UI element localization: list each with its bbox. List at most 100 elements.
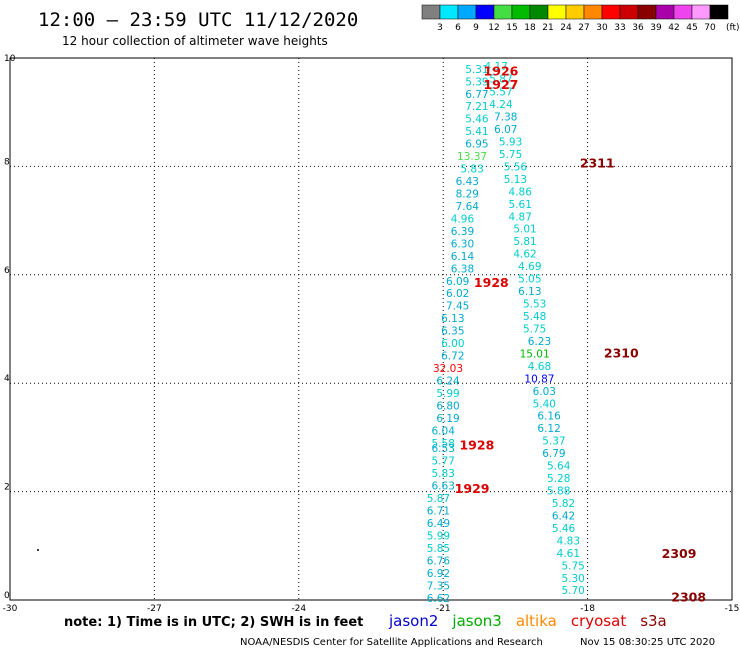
legend-label: 39 (650, 23, 662, 33)
swh-value: 6.13 (441, 313, 464, 325)
swh-value: 6.49 (427, 518, 450, 530)
swh-values: 5.314.175.39 5.876.77 5.577.21 4.245.46 7.38… (427, 61, 585, 605)
x-tick-label: -18 (580, 604, 595, 614)
legend-swatch (709, 4, 729, 20)
footnote: note: 1) Time is in UTC; 2) SWH is in fe… (64, 615, 363, 630)
swh-value: 6.02 (446, 288, 469, 300)
swh-value: 5.88 (547, 486, 570, 498)
y-tick-label: 0 (4, 591, 10, 601)
swh-value: 5.41 (465, 126, 488, 138)
pass-label: 1929 (455, 481, 490, 496)
swh-value: 6.24 (436, 375, 460, 387)
swh-value: 13.37 (457, 151, 487, 163)
y-tick-label: 4 (4, 374, 10, 384)
legend-label: 21 (542, 23, 553, 33)
swh-value: 6.72 (441, 351, 464, 363)
swh-value: 5.83 (432, 468, 455, 480)
swh-value: 6.03 (533, 386, 556, 398)
pass-label: 2308 (671, 589, 706, 604)
swh-value: 6.62 (427, 593, 450, 605)
swh-value: 6.80 (436, 400, 459, 412)
swh-value: 4.86 (509, 186, 533, 198)
y-tick-label: 2 (4, 483, 10, 493)
legend-label: 6 (455, 23, 461, 33)
swh-value: 5.61 (509, 199, 532, 211)
swh-value: 5.87 (427, 493, 450, 505)
swh-value: 5.28 (547, 473, 570, 485)
y-tick-label: 8 (4, 157, 10, 167)
legend-swatch (529, 4, 549, 20)
swh-value: 5.30 (561, 573, 584, 585)
swh-value: 6.14 (451, 251, 475, 263)
swh-value: 7.64 (456, 201, 480, 213)
pass-label: 1928 (459, 438, 494, 453)
swh-value: 5.77 (432, 456, 455, 468)
pass-label: 2310 (604, 345, 639, 360)
swh-value: 32.03 (433, 363, 463, 375)
legend-label: 12 (488, 23, 499, 33)
y-tick-label: 10 (4, 54, 16, 64)
legend-label: 42 (668, 23, 679, 33)
legend-swatch (475, 4, 495, 20)
swh-value: 5.58 (432, 438, 455, 450)
swh-value: 5.75 (499, 149, 522, 161)
generated-timestamp: Nov 15 08:30:25 UTC 2020 (580, 637, 715, 648)
x-tick-label: -15 (725, 604, 740, 614)
swh-value: 5.46 (465, 114, 489, 126)
legend-swatch (691, 4, 711, 20)
swh-value: 5.85 (427, 543, 450, 555)
swh-value: 4.87 (509, 211, 532, 223)
swh-value: 6.07 (494, 124, 517, 136)
pass-label: 1926 (484, 64, 519, 79)
swh-value: 5.82 (552, 498, 575, 510)
swh-value: 8.29 (456, 189, 479, 201)
swh-value: 6.35 (441, 326, 464, 338)
swh-value: 5.39 (465, 76, 488, 88)
legend-label: 70 (704, 23, 716, 33)
legend-swatch (619, 4, 639, 20)
swh-value: 6.00 (441, 338, 464, 350)
swh-value: 5.46 (552, 523, 576, 535)
legend-label: 3 (437, 23, 443, 33)
satellite-legend: jason2 jason3 altika cryosat s3a (388, 612, 667, 630)
swh-value: 6.71 (427, 506, 450, 518)
swh-value: 5.75 (561, 560, 584, 572)
swh-value: 6.92 (427, 568, 450, 580)
swh-value: 6.04 (432, 425, 456, 437)
swh-value: 6.23 (528, 336, 551, 348)
swh-value: 5.48 (523, 311, 546, 323)
pass-label: 1927 (484, 77, 519, 92)
swh-value: 4.17 (484, 61, 507, 73)
swh-value: 4.62 (513, 249, 536, 261)
swh-value: 5.05 (518, 274, 541, 286)
legend-swatch (493, 4, 513, 20)
swh-value: 7.45 (446, 301, 469, 313)
swh-value: 5.83 (460, 164, 483, 176)
axis-ticks: -30 -27 -24 -21 -18 -15 0 2 4 6 8 10 (3, 54, 740, 614)
swh-value: 15.01 (520, 348, 550, 360)
swh-value: 6.43 (456, 176, 479, 188)
swh-value: 5.87 (489, 74, 512, 86)
legend-swatch (673, 4, 693, 20)
swh-color-legend: 3 6 9 12 15 18 21 24 27 30 33 36 39 42 45 70 (ft) (421, 4, 740, 33)
chart-subtitle: 12 hour collection of altimeter wave hei… (62, 34, 328, 48)
legend-label: 18 (524, 23, 536, 33)
swh-value: 6.42 (552, 510, 575, 522)
swh-value: 4.61 (557, 548, 580, 560)
swh-value: 5.40 (533, 398, 556, 410)
legend-swatch (583, 4, 603, 20)
satellite-name: jason2 (388, 612, 438, 630)
credit-line: NOAA/NESDIS Center for Satellite Applica… (240, 637, 543, 648)
swh-value: 6.19 (436, 413, 459, 425)
swh-value: 5.93 (499, 136, 522, 148)
legend-swatch (655, 4, 675, 20)
swh-value: 5.13 (504, 174, 527, 186)
swh-value: 5.37 (542, 436, 565, 448)
swh-value: 6.77 (465, 89, 488, 101)
satellite-name: cryosat (571, 612, 626, 630)
legend-swatch (457, 4, 477, 20)
swh-value: 5.81 (513, 236, 536, 248)
swh-value: 6.39 (451, 226, 474, 238)
legend-label: 45 (686, 23, 697, 33)
